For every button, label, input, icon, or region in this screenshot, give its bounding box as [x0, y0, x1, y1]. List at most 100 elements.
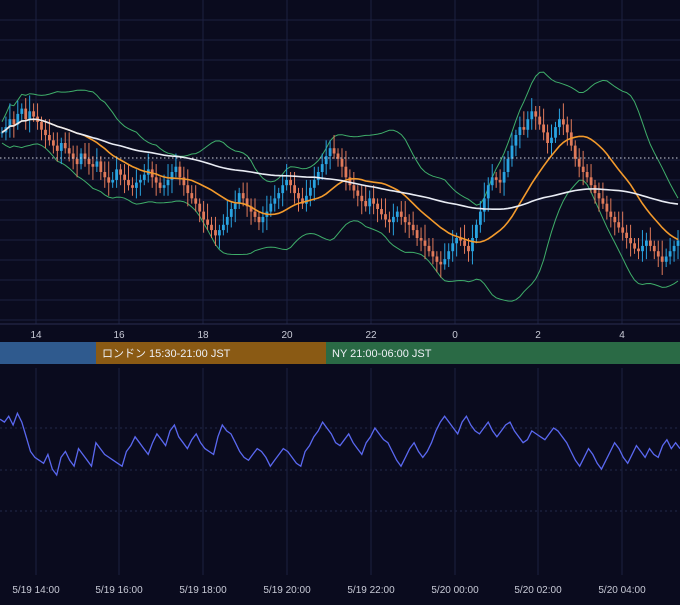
candle-body: [660, 256, 664, 262]
candle-body: [210, 224, 213, 231]
candle-body: [407, 222, 411, 225]
osc-x-tick-label: 5/19 14:00: [12, 585, 60, 596]
candle-body: [115, 169, 118, 180]
bollinger-bands: [1, 71, 679, 302]
candle-body: [285, 179, 288, 186]
candle-body: [269, 203, 273, 212]
candle-body: [166, 179, 170, 186]
candle-body: [641, 245, 644, 252]
price-x-tick-label: 4: [619, 330, 625, 341]
bollinger-upper-line: [1, 71, 679, 206]
candle-body: [443, 259, 447, 265]
candle-body: [225, 216, 229, 225]
candle-body: [360, 195, 364, 202]
candle-body: [380, 209, 383, 215]
candle-body: [135, 182, 138, 188]
candle-body: [419, 238, 423, 241]
candle-body: [372, 198, 375, 204]
candle-body: [237, 193, 241, 204]
candle-body: [44, 129, 47, 136]
candle-body: [257, 216, 261, 223]
candle-body: [194, 198, 198, 204]
candle-body: [32, 111, 35, 117]
candle-body: [79, 153, 83, 165]
candle-body: [498, 179, 502, 183]
candle-body: [245, 198, 249, 207]
candle-body: [174, 166, 178, 172]
osc-x-tick-label: 5/19 20:00: [263, 585, 311, 596]
candle-body: [384, 214, 387, 220]
candle-body: [309, 187, 312, 196]
candle-body: [316, 172, 320, 180]
candle-body: [577, 158, 581, 167]
candle-body: [261, 216, 265, 223]
candle-body: [182, 177, 186, 186]
candle-body: [486, 185, 490, 199]
candle-body: [190, 193, 194, 199]
candle-body: [178, 166, 182, 178]
candle-body: [8, 119, 12, 128]
candle-body: [297, 193, 300, 199]
candle-body: [158, 182, 162, 188]
candle-body: [633, 243, 636, 249]
candle-body: [637, 248, 640, 252]
candle-body: [395, 211, 399, 217]
candle-body: [558, 119, 561, 128]
candle-body: [91, 164, 95, 167]
candle-body: [277, 193, 281, 199]
candle-body: [71, 153, 75, 159]
candle-body: [253, 211, 257, 217]
candle-body: [241, 193, 245, 199]
candle-body: [475, 224, 478, 238]
candle-body: [16, 113, 20, 125]
candle-body: [518, 127, 522, 135]
candle-body: [609, 211, 613, 217]
session-label: ロンドン 15:30-21:00 JST: [102, 348, 231, 360]
candle-body: [649, 240, 652, 246]
candle-body: [522, 127, 526, 130]
candle-body: [222, 224, 225, 231]
candle-body: [59, 143, 63, 151]
candle-body: [63, 143, 67, 149]
candle-body: [131, 185, 134, 188]
candle-body: [273, 198, 277, 204]
candle-body: [554, 127, 557, 138]
candle-body: [24, 108, 28, 120]
session-label: NY 21:00-06:00 JST: [332, 348, 432, 360]
candle-body: [356, 190, 360, 196]
price-x-tick-label: 22: [365, 330, 377, 341]
candle-body: [103, 172, 107, 178]
candle-body: [676, 240, 680, 246]
candle-body: [411, 224, 415, 231]
candle-body: [392, 216, 395, 223]
candle-body: [67, 148, 71, 154]
candle-body: [565, 124, 569, 133]
candle-body: [479, 211, 482, 225]
candle-body: [526, 119, 530, 130]
candle-body: [95, 161, 99, 167]
session-segment: [0, 342, 96, 364]
price-x-tick-label: 0: [452, 330, 458, 341]
candle-body: [459, 238, 462, 241]
candle-body: [471, 238, 474, 252]
candle-body: [463, 240, 466, 246]
candle-body: [368, 198, 372, 207]
candle-body: [348, 177, 352, 186]
osc-x-tick-label: 5/19 18:00: [179, 585, 227, 596]
candle-body: [214, 230, 217, 236]
candle-body: [83, 153, 87, 159]
candle-body: [562, 119, 565, 125]
candle-body: [340, 158, 344, 167]
candle-body: [162, 185, 166, 188]
candle-body: [233, 203, 237, 209]
candle-body: [28, 111, 32, 120]
candle-body: [664, 256, 668, 262]
candle-body: [494, 177, 498, 180]
price-x-tick-label: 14: [30, 330, 42, 341]
price-x-tick-label: 18: [197, 330, 209, 341]
candle-body: [20, 108, 24, 114]
oscillator-line: [0, 411, 680, 477]
candle-body: [123, 174, 126, 180]
candle-body: [364, 201, 368, 207]
